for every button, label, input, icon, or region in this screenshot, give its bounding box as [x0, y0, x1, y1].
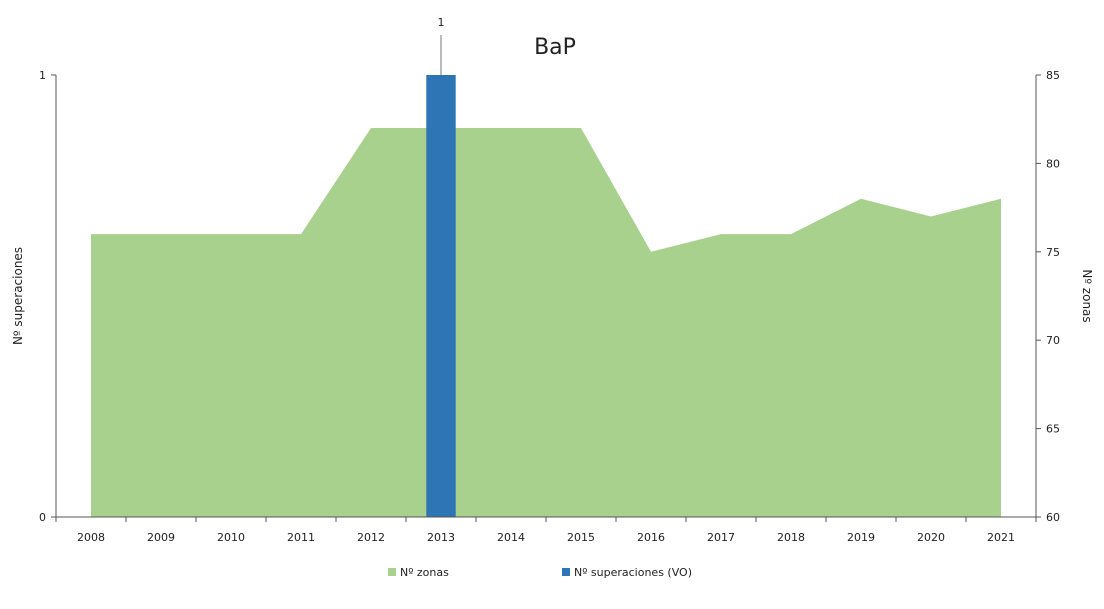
zonas-area-layer	[91, 128, 1001, 518]
x-tick-label: 2016	[637, 531, 665, 544]
y-right-tick-label: 80	[1046, 157, 1060, 170]
x-tick-label: 2010	[217, 531, 245, 544]
superaciones-bar-layer	[426, 75, 456, 517]
x-tick-label: 2009	[147, 531, 175, 544]
x-tick-label: 2017	[707, 531, 735, 544]
x-tick-label: 2020	[917, 531, 945, 544]
x-tick-label: 2021	[987, 531, 1015, 544]
area-series-zonas	[91, 128, 1001, 518]
data-label-2013: 1	[438, 16, 445, 29]
y-right-tick-label: 70	[1046, 334, 1060, 347]
x-tick-label: 2014	[497, 531, 525, 544]
x-tick-label: 2015	[567, 531, 595, 544]
bar-superaciones-2013	[426, 75, 456, 517]
legend-swatch-zonas	[388, 568, 396, 576]
data-labels: 1	[438, 16, 445, 75]
y-right-tick-label: 75	[1046, 246, 1060, 259]
legend-label-zonas: Nº zonas	[400, 566, 449, 579]
x-tick-label: 2013	[427, 531, 455, 544]
y-left-axis-title: Nº superaciones	[11, 247, 25, 345]
x-tick-label: 2008	[77, 531, 105, 544]
y-left-tick-label: 0	[39, 511, 46, 524]
y-left-tick-label: 1	[39, 69, 46, 82]
legend-swatch-superaciones	[562, 568, 570, 576]
x-tick-label: 2012	[357, 531, 385, 544]
x-tick-label: 2018	[777, 531, 805, 544]
chart-title: BaP	[534, 35, 576, 60]
x-tick-label: 2011	[287, 531, 315, 544]
legend-label-superaciones: Nº superaciones (VO)	[574, 566, 692, 579]
y-right-tick-label: 60	[1046, 511, 1060, 524]
y-right-tick-label: 85	[1046, 69, 1060, 82]
legend: Nº zonas Nº superaciones (VO)	[388, 566, 692, 579]
x-axis-labels: 2008 2009 2010 2011 2012 2013 2014 2015 2016 2017…	[77, 531, 1015, 544]
y-right-axis-title: Nº zonas	[1080, 269, 1094, 322]
x-axis-ticks	[55, 517, 1037, 522]
x-tick-label: 2019	[847, 531, 875, 544]
y-left-axis-ticks: 01	[39, 69, 56, 524]
y-right-axis-ticks: 60 65 70 75 80 85	[1036, 69, 1060, 524]
y-right-tick-label: 65	[1046, 423, 1060, 436]
